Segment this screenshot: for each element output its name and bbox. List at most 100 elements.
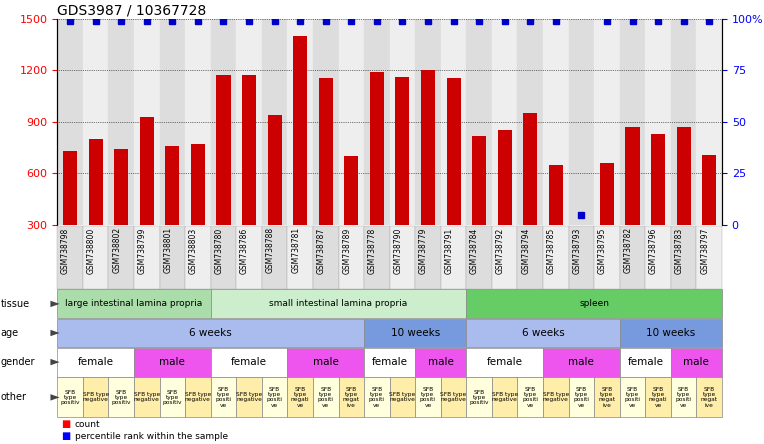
Text: GSM738795: GSM738795	[598, 227, 607, 274]
Text: GSM738779: GSM738779	[419, 227, 428, 274]
Bar	[702, 155, 716, 225]
Bar	[568, 19, 594, 225]
Text: SFB type
negative: SFB type negative	[236, 392, 262, 402]
Text: small intestinal lamina propria: small intestinal lamina propria	[270, 299, 408, 309]
Text: male: male	[684, 357, 709, 367]
Text: SFB
type
positiv: SFB type positiv	[60, 390, 79, 405]
Bar	[293, 36, 307, 225]
Text: GDS3987 / 10367728: GDS3987 / 10367728	[57, 4, 206, 17]
Bar	[497, 131, 512, 225]
Text: SFB type
negative: SFB type negative	[83, 392, 108, 402]
Text: GSM738791: GSM738791	[445, 227, 454, 274]
Bar	[390, 19, 415, 225]
Bar	[319, 78, 333, 225]
Bar	[211, 19, 236, 225]
Text: GSM738794: GSM738794	[521, 227, 530, 274]
Bar	[523, 113, 537, 225]
Bar	[287, 19, 313, 225]
Text: SFB type
negative: SFB type negative	[542, 392, 569, 402]
Bar	[370, 72, 384, 225]
Text: SFB
type
positi
ve: SFB type positi ve	[624, 387, 640, 408]
Text: 10 weeks: 10 weeks	[390, 328, 440, 338]
Text: GSM738797: GSM738797	[700, 227, 709, 274]
Text: percentile rank within the sample: percentile rank within the sample	[75, 432, 228, 441]
Text: SFB
type
positiv: SFB type positiv	[112, 390, 131, 405]
Bar	[165, 146, 180, 225]
Bar	[671, 19, 697, 225]
Text: SFB
type
positi
ve: SFB type positi ve	[369, 387, 385, 408]
Text: SFB type
negative: SFB type negative	[185, 392, 211, 402]
Text: female: female	[371, 357, 408, 367]
Text: GSM738786: GSM738786	[240, 227, 249, 274]
Text: male: male	[428, 357, 454, 367]
Text: SFB
type
negat
ive: SFB type negat ive	[343, 387, 360, 408]
Bar	[185, 19, 211, 225]
Text: male: male	[160, 357, 186, 367]
Bar	[421, 70, 435, 225]
Text: GSM738793: GSM738793	[572, 227, 581, 274]
Text: GSM738782: GSM738782	[623, 227, 633, 274]
Bar	[492, 19, 517, 225]
Bar	[594, 19, 620, 225]
Text: tissue: tissue	[1, 299, 30, 309]
Bar	[216, 75, 231, 225]
Text: female: female	[627, 357, 663, 367]
Text: large intestinal lamina propria: large intestinal lamina propria	[66, 299, 202, 309]
Text: SFB type
negative: SFB type negative	[491, 392, 518, 402]
Bar	[313, 19, 338, 225]
Bar	[57, 19, 83, 225]
Bar	[338, 19, 364, 225]
Text: male: male	[568, 357, 594, 367]
Text: 6 weeks: 6 weeks	[522, 328, 565, 338]
Text: SFB type
negative: SFB type negative	[440, 392, 467, 402]
Text: GSM738796: GSM738796	[649, 227, 658, 274]
Text: female: female	[487, 357, 523, 367]
Bar	[646, 19, 671, 225]
Bar	[114, 150, 128, 225]
Text: SFB
type
positi
ve: SFB type positi ve	[267, 387, 283, 408]
Bar	[63, 151, 77, 225]
Text: GSM738784: GSM738784	[470, 227, 479, 274]
Bar	[415, 19, 441, 225]
Text: GSM738785: GSM738785	[547, 227, 555, 274]
Text: SFB
type
negati
ve: SFB type negati ve	[291, 387, 309, 408]
Bar	[191, 144, 205, 225]
Bar	[677, 127, 691, 225]
Text: GSM738800: GSM738800	[86, 227, 96, 274]
Text: GSM738778: GSM738778	[367, 227, 377, 274]
Bar	[517, 19, 543, 225]
Text: SFB
type
positi
ve: SFB type positi ve	[215, 387, 231, 408]
Text: GSM738799: GSM738799	[138, 227, 147, 274]
Bar	[697, 19, 722, 225]
Text: count: count	[75, 420, 101, 429]
Text: 10 weeks: 10 weeks	[646, 328, 695, 338]
Text: SFB
type
positiv: SFB type positiv	[469, 390, 489, 405]
Text: SFB
type
positi
ve: SFB type positi ve	[318, 387, 334, 408]
Bar	[236, 19, 262, 225]
Bar	[345, 156, 358, 225]
Bar	[651, 134, 665, 225]
Text: GSM738780: GSM738780	[215, 227, 224, 274]
Bar	[262, 19, 287, 225]
Bar	[140, 117, 154, 225]
Bar	[267, 115, 282, 225]
Text: GSM738803: GSM738803	[189, 227, 198, 274]
Text: age: age	[1, 328, 19, 338]
Text: SFB
type
positi
ve: SFB type positi ve	[675, 387, 691, 408]
Text: male: male	[312, 357, 338, 367]
Text: SFB
type
positi
ve: SFB type positi ve	[420, 387, 436, 408]
Text: other: other	[1, 392, 27, 402]
Bar	[549, 165, 563, 225]
Bar	[466, 19, 492, 225]
Bar	[620, 19, 646, 225]
Text: SFB type
negative: SFB type negative	[134, 392, 160, 402]
Bar	[600, 163, 614, 225]
Bar	[441, 19, 466, 225]
Bar	[108, 19, 134, 225]
Bar	[396, 77, 410, 225]
Text: SFB
type
negat
ive: SFB type negat ive	[598, 387, 616, 408]
Text: GSM738802: GSM738802	[112, 227, 121, 274]
Text: gender: gender	[1, 357, 35, 367]
Text: SFB type
negative: SFB type negative	[390, 392, 416, 402]
Text: SFB
type
positi
ve: SFB type positi ve	[573, 387, 589, 408]
